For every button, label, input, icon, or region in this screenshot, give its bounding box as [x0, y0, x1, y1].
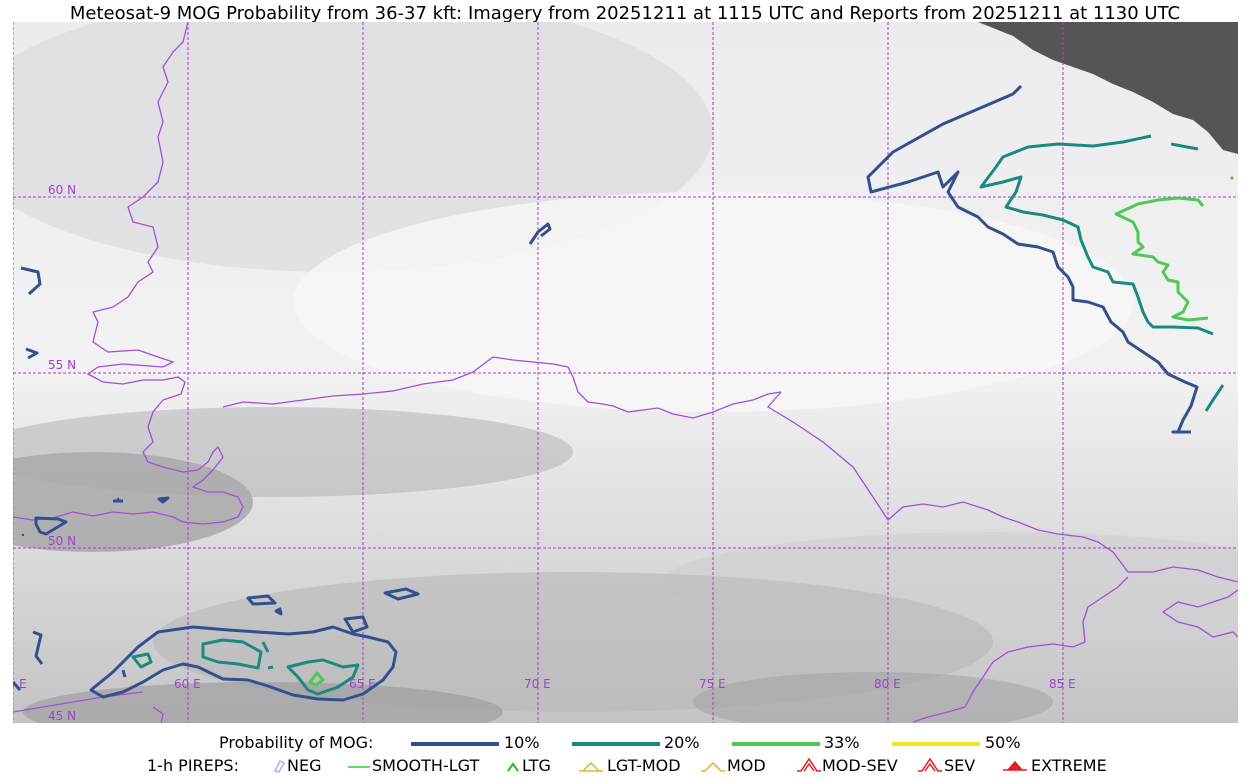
legend-item-33pct: 33%: [824, 733, 860, 752]
contour-10pct: [13, 84, 1199, 702]
swatch-33pct: [732, 742, 820, 746]
lon-label: 75 E: [699, 677, 726, 691]
legend-item-sev: SEV: [944, 756, 976, 775]
contour-33pct: [308, 175, 1235, 687]
lon-label: 60 E: [174, 677, 201, 691]
lat-label: 45 N: [48, 709, 76, 723]
legend-item-20pct: 20%: [664, 733, 700, 752]
no-data-region: [978, 22, 1238, 154]
legend-item-mod-sev: MOD-SEV: [822, 756, 898, 775]
lon-label: 65 E: [349, 677, 376, 691]
country-borders: [13, 22, 1238, 723]
satellite-map[interactable]: 60 N 55 N 50 N 45 N 55 E 60 E 65 E 70 E …: [13, 22, 1238, 723]
chart-title: Meteosat-9 MOG Probability from 36-37 kf…: [69, 3, 1181, 24]
legend-item-ltg: LTG: [522, 756, 551, 775]
lon-label: 80 E: [874, 677, 901, 691]
legend-item-mod: MOD: [727, 756, 766, 775]
mod-icon: [701, 761, 725, 772]
dark-band: [13, 407, 573, 497]
lat-label: 55 N: [48, 358, 76, 372]
contour-dots: [21, 497, 120, 537]
lon-label: 85 E: [1049, 677, 1076, 691]
graticule: [13, 22, 1238, 723]
extreme-icon: [1003, 760, 1027, 771]
swatch-10pct: [411, 742, 499, 746]
legend-item-extreme: EXTREME: [1031, 756, 1107, 775]
dark-band: [13, 452, 253, 552]
map-svg: 60 N 55 N 50 N 45 N 55 E 60 E 65 E 70 E …: [13, 22, 1238, 723]
dark-band: [693, 672, 1053, 723]
legend-item-50pct: 50%: [985, 733, 1021, 752]
lat-label: 50 N: [48, 534, 76, 548]
lgt-mod-icon: [579, 761, 603, 772]
sev-icon: [918, 757, 942, 772]
mod-sev-icon: [797, 757, 821, 772]
dark-band: [23, 682, 503, 723]
swatch-50pct: [892, 742, 980, 746]
pirep-legend-label: 1-h PIREPS:: [147, 756, 239, 775]
legend-item-10pct: 10%: [504, 733, 540, 752]
legend-item-neg: NEG: [287, 756, 322, 775]
lat-label: 60 N: [48, 183, 76, 197]
ltg-icon: [507, 762, 519, 772]
contour-20pct: [131, 134, 1225, 696]
legend-item-smooth-lgt: SMOOTH-LGT: [372, 756, 480, 775]
probability-legend-label: Probability of MOG:: [219, 733, 374, 752]
neg-icon: [273, 759, 286, 773]
smooth-lgt-icon: [348, 766, 370, 768]
swatch-20pct: [572, 742, 660, 746]
legend-item-lgt-mod: LGT-MOD: [607, 756, 681, 775]
lon-label: 70 E: [524, 677, 551, 691]
